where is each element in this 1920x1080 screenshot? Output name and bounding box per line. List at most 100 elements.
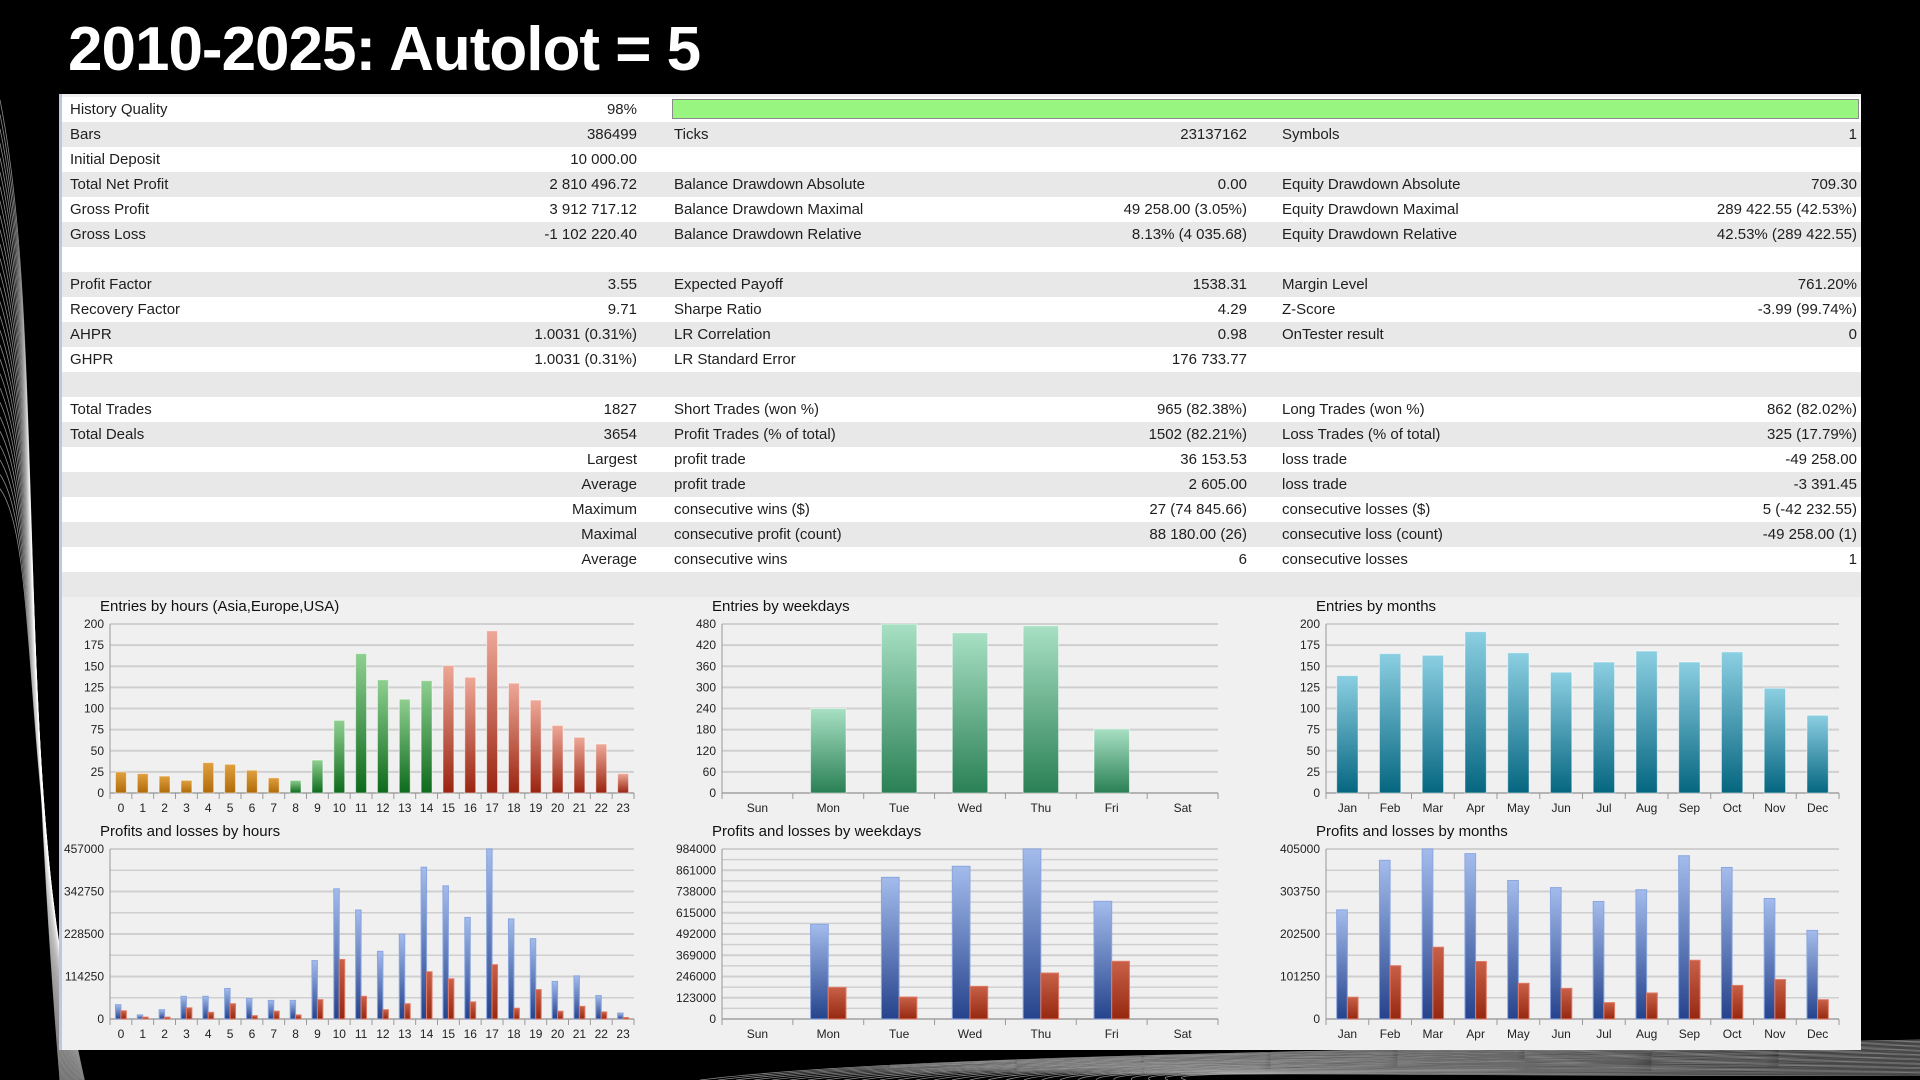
stat-value: 1.0031 (0.31%) xyxy=(534,351,637,368)
loss-bar xyxy=(535,989,542,1020)
y-tick-label: 0 xyxy=(709,786,716,800)
loss-bar xyxy=(360,995,368,1020)
loss-bar xyxy=(1646,992,1658,1020)
x-tick-label: May xyxy=(1507,801,1530,815)
y-tick-label: 0 xyxy=(97,786,104,800)
entries-bar xyxy=(1336,675,1359,794)
table-row: Initial Deposit 10 000.00 xyxy=(62,147,1861,172)
x-tick-label: Sun xyxy=(747,1027,768,1041)
y-tick-label: 150 xyxy=(1300,659,1320,673)
x-tick-label: May xyxy=(1507,1027,1530,1041)
x-tick-label: 22 xyxy=(595,801,609,815)
x-tick-label: 10 xyxy=(333,801,347,815)
table-row: Average consecutive wins 6 consecutive loss… xyxy=(62,547,1861,572)
entries-bar xyxy=(507,682,520,794)
stat-value: 0.00 xyxy=(1217,176,1247,193)
profit-bar xyxy=(420,866,428,1020)
loss-bar xyxy=(1389,965,1402,1020)
x-tick-label: 5 xyxy=(227,801,234,815)
table-row: AHPR 1.0031 (0.31%) LR Correlation 0.98 OnTe… xyxy=(62,322,1861,347)
x-tick-label: 14 xyxy=(420,801,434,815)
x-tick-label: 19 xyxy=(529,1027,543,1041)
stat-value: -49 258.00 xyxy=(1785,451,1857,468)
entries-bar xyxy=(224,763,237,794)
stat-value: 3 912 717.12 xyxy=(549,201,637,218)
x-tick-label: 12 xyxy=(376,1027,390,1041)
entries-bar xyxy=(880,623,918,794)
stat-value: 23137162 xyxy=(1180,126,1247,143)
stat-value: 42.53% (289 422.55) xyxy=(1716,226,1857,243)
loss-bar xyxy=(1517,982,1530,1020)
x-tick-label: Sat xyxy=(1174,1027,1193,1041)
stat-value: 4.29 xyxy=(1217,301,1247,318)
x-tick-label: Thu xyxy=(1031,801,1052,815)
x-tick-label: Jan xyxy=(1338,801,1357,815)
loss-bar xyxy=(491,964,499,1020)
stat-value: 1538.31 xyxy=(1192,276,1247,293)
loss-bar xyxy=(338,958,346,1020)
chart-title: Profits and losses by hours xyxy=(100,823,280,840)
stat-value: 27 (74 845.66) xyxy=(1149,501,1247,518)
loss-bar xyxy=(557,1010,564,1020)
y-tick-label: 303750 xyxy=(1280,885,1320,899)
profit-bar xyxy=(333,888,340,1020)
entries-bar xyxy=(1022,625,1060,794)
profit-bar xyxy=(880,876,900,1020)
x-tick-label: Aug xyxy=(1636,1027,1657,1041)
loss-bar xyxy=(251,1015,258,1020)
chart-title: Profits and losses by months xyxy=(1316,823,1508,840)
stat-value: 1.0031 (0.31%) xyxy=(534,326,637,343)
x-tick-label: 23 xyxy=(616,801,630,815)
y-tick-label: 60 xyxy=(703,765,717,779)
profit-bar xyxy=(486,848,493,1020)
entries-bar xyxy=(267,777,280,794)
x-tick-label: 12 xyxy=(376,801,390,815)
table-row: Maximal consecutive profit (count) 88 180.… xyxy=(62,522,1861,547)
y-tick-label: 480 xyxy=(696,617,716,631)
loss-bar xyxy=(1688,959,1701,1020)
x-tick-label: 8 xyxy=(292,1027,299,1041)
x-tick-label: Mar xyxy=(1423,801,1444,815)
stat-value: 862 (82.02%) xyxy=(1766,401,1857,418)
profit-bar xyxy=(442,885,449,1020)
entries-bar xyxy=(951,632,989,794)
entries-bar xyxy=(1421,654,1445,794)
x-tick-label: 3 xyxy=(183,1027,190,1041)
x-tick-label: 7 xyxy=(270,801,277,815)
x-tick-label: 0 xyxy=(118,1027,125,1041)
loss-bar xyxy=(142,1016,149,1020)
entries-bar xyxy=(1549,671,1573,794)
x-tick-label: 15 xyxy=(442,1027,456,1041)
x-tick-label: 21 xyxy=(573,1027,587,1041)
y-tick-label: 180 xyxy=(696,723,716,737)
stat-value: Maximal xyxy=(581,526,637,543)
stat-label: profit trade xyxy=(674,476,746,493)
entries-bar xyxy=(289,779,302,794)
stat-label: Gross Loss xyxy=(70,226,146,243)
x-tick-label: 0 xyxy=(118,801,125,815)
loss-bar xyxy=(578,1005,586,1020)
entries-bar xyxy=(442,664,455,794)
stat-value: 1 xyxy=(1848,126,1857,143)
entries-bar xyxy=(1093,728,1130,794)
table-row xyxy=(62,572,1861,597)
x-tick-label: 7 xyxy=(270,1027,277,1041)
entries-bar xyxy=(202,762,215,794)
stat-value: -49 258.00 (1) xyxy=(1762,526,1857,543)
y-tick-label: 738000 xyxy=(676,885,716,899)
y-tick-label: 492000 xyxy=(676,927,716,941)
stat-label: Total Trades xyxy=(70,401,152,418)
entries-bar xyxy=(617,773,630,794)
page-title: 2010-2025: Autolot = 5 xyxy=(68,15,701,84)
table-row: Total Deals 3654 Profit Trades (% of total… xyxy=(62,422,1861,447)
stat-value: 965 (82.38%) xyxy=(1156,401,1247,418)
stat-value: 8.13% (4 035.68) xyxy=(1131,226,1247,243)
profit-bar xyxy=(376,950,384,1020)
stat-label: Recovery Factor xyxy=(70,301,181,318)
profit-bar xyxy=(224,987,231,1020)
profit-bar xyxy=(1336,909,1348,1020)
stat-label: Z-Score xyxy=(1282,301,1336,318)
profit-bar xyxy=(289,999,297,1020)
x-tick-label: 19 xyxy=(529,801,543,815)
y-tick-label: 369000 xyxy=(676,948,716,962)
